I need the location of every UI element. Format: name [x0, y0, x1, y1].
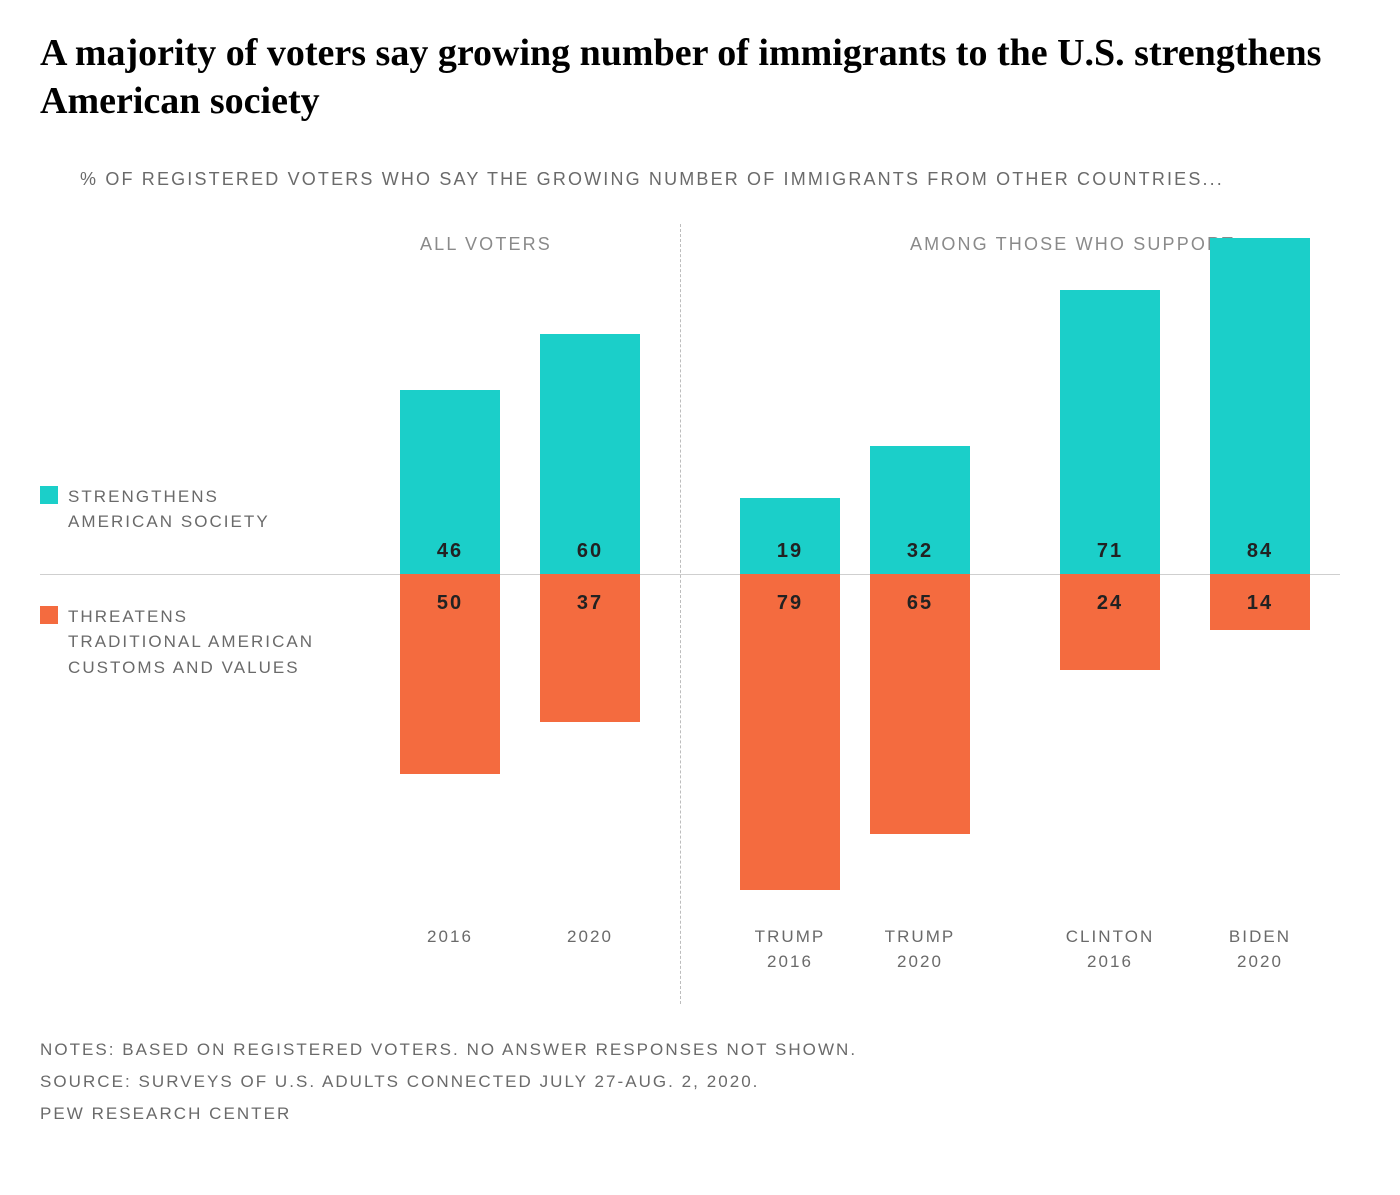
- bar-threatens: 50: [400, 574, 500, 774]
- x-axis-label: TRUMP2020: [855, 924, 985, 975]
- bar-threatens: 37: [540, 574, 640, 722]
- bar-value-label: 19: [740, 540, 840, 563]
- group-divider: [680, 224, 681, 1004]
- x-axis-label: TRUMP2016: [725, 924, 855, 975]
- chart-area: ALL VOTERS AMONG THOSE WHO SUPPORT ... S…: [40, 224, 1360, 1004]
- bar-strengthens: 32: [870, 446, 970, 574]
- group-header-left: ALL VOTERS: [420, 234, 552, 255]
- bar-strengthens: 71: [1060, 290, 1160, 574]
- bar-strengthens: 84: [1210, 238, 1310, 574]
- bar-value-label: 71: [1060, 540, 1160, 563]
- bar-value-label: 37: [540, 592, 640, 615]
- bar-value-label: 79: [740, 592, 840, 615]
- chart-notes: NOTES: BASED ON REGISTERED VOTERS. NO AN…: [40, 1034, 1360, 1131]
- legend-strengthens-label: STRENGTHENS AMERICAN SOCIETY: [68, 484, 320, 535]
- bar-value-label: 84: [1210, 540, 1310, 563]
- legend-strengthens: STRENGTHENS AMERICAN SOCIETY: [40, 484, 320, 535]
- chart-title: A majority of voters say growing number …: [40, 30, 1360, 125]
- bar-threatens: 14: [1210, 574, 1310, 630]
- bar-value-label: 50: [400, 592, 500, 615]
- bar-value-label: 60: [540, 540, 640, 563]
- bar-strengthens: 19: [740, 498, 840, 574]
- x-axis-label: BIDEN2020: [1195, 924, 1325, 975]
- bar-threatens: 24: [1060, 574, 1160, 670]
- x-axis-label: CLINTON2016: [1045, 924, 1175, 975]
- bar-value-label: 32: [870, 540, 970, 563]
- swatch-strengthens-icon: [40, 486, 58, 504]
- notes-line: NOTES: BASED ON REGISTERED VOTERS. NO AN…: [40, 1034, 1360, 1066]
- bar-value-label: 46: [400, 540, 500, 563]
- bar-threatens: 79: [740, 574, 840, 890]
- notes-line: PEW RESEARCH CENTER: [40, 1098, 1360, 1130]
- bar-value-label: 65: [870, 592, 970, 615]
- bar-threatens: 65: [870, 574, 970, 834]
- notes-line: SOURCE: SURVEYS OF U.S. ADULTS CONNECTED…: [40, 1066, 1360, 1098]
- legend-threatens-label: THREATENS TRADITIONAL AMERICAN CUSTOMS A…: [68, 604, 320, 681]
- x-axis-label: 2016: [385, 924, 515, 950]
- legend-threatens: THREATENS TRADITIONAL AMERICAN CUSTOMS A…: [40, 604, 320, 681]
- bar-value-label: 24: [1060, 592, 1160, 615]
- swatch-threatens-icon: [40, 606, 58, 624]
- bar-strengthens: 46: [400, 390, 500, 574]
- chart-subtitle: % OF REGISTERED VOTERS WHO SAY THE GROWI…: [80, 165, 1360, 194]
- x-axis-label: 2020: [525, 924, 655, 950]
- bar-value-label: 14: [1210, 592, 1310, 615]
- bar-strengthens: 60: [540, 334, 640, 574]
